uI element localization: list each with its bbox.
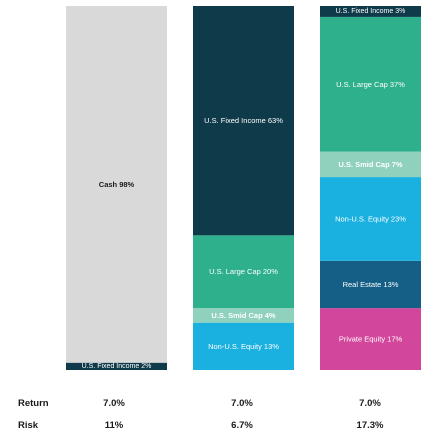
bar-3-label-u-s-smid-cap: U.S. Smid Cap 7% bbox=[338, 160, 403, 169]
risk-row: Risk 11% 6.7% 17.3% bbox=[0, 420, 437, 438]
bar-1-label-u-s-fixed-income: U.S. Fixed Income 2% bbox=[82, 363, 152, 370]
return-value-1: 7.0% bbox=[103, 398, 125, 409]
bar-2-segment-non-u-s-equity bbox=[193, 322, 294, 370]
return-value-3: 7.0% bbox=[359, 398, 381, 409]
risk-label: Risk bbox=[18, 420, 39, 431]
bar-3-label-u-s-fixed-income: U.S. Fixed Income 3% bbox=[336, 8, 406, 15]
risk-value-3: 17.3% bbox=[356, 420, 384, 431]
bar-1-label-cash: Cash 98% bbox=[99, 180, 135, 189]
bar-2-label-u-s-fixed-income: U.S. Fixed Income 63% bbox=[204, 116, 283, 125]
bar-3-segment-non-u-s-equity bbox=[320, 177, 421, 261]
bar-3-label-non-u-s-equity: Non-U.S. Equity 23% bbox=[335, 214, 406, 223]
risk-value-1: 11% bbox=[104, 420, 124, 431]
bar-3-label-u-s-large-cap: U.S. Large Cap 37% bbox=[336, 80, 405, 89]
bar-2-label-u-s-large-cap: U.S. Large Cap 20% bbox=[209, 267, 278, 276]
bar-3-label-real-estate: Real Estate 13% bbox=[343, 280, 399, 289]
risk-value-2: 6.7% bbox=[231, 420, 253, 431]
bar-3-segment-private-equity bbox=[320, 308, 421, 370]
bar-2-segment-u-s-large-cap bbox=[193, 235, 294, 309]
return-label: Return bbox=[18, 398, 49, 409]
stats-table: Return 7.0% 7.0% 7.0% Risk 11% 6.7% 17.3… bbox=[0, 398, 437, 438]
bar-1-segment-u-s-fixed-income bbox=[66, 362, 167, 370]
stacked-bar-chart: U.S. Fixed Income 2% Cash 98% Non-U.S. Equ… bbox=[66, 6, 421, 370]
return-row: Return 7.0% 7.0% 7.0% bbox=[0, 398, 437, 416]
bar-3-segment-u-s-large-cap bbox=[320, 16, 421, 152]
bar-3-label-private-equity: Private Equity 17% bbox=[339, 335, 403, 344]
bar-3-segment-u-s-fixed-income bbox=[320, 6, 421, 17]
return-value-2: 7.0% bbox=[231, 398, 253, 409]
bar-3-segment-u-s-smid-cap bbox=[320, 151, 421, 178]
bar-2-label-u-s-smid-cap: U.S. Smid Cap 4% bbox=[211, 311, 276, 320]
bar-2-segment-u-s-fixed-income bbox=[193, 6, 294, 236]
bar-3-segment-real-estate bbox=[320, 260, 421, 309]
bar-1-segment-cash bbox=[66, 6, 167, 363]
bar-2-segment-u-s-smid-cap bbox=[193, 308, 294, 323]
bar-2-label-non-u-s-equity: Non-U.S. Equity 13% bbox=[208, 342, 279, 351]
